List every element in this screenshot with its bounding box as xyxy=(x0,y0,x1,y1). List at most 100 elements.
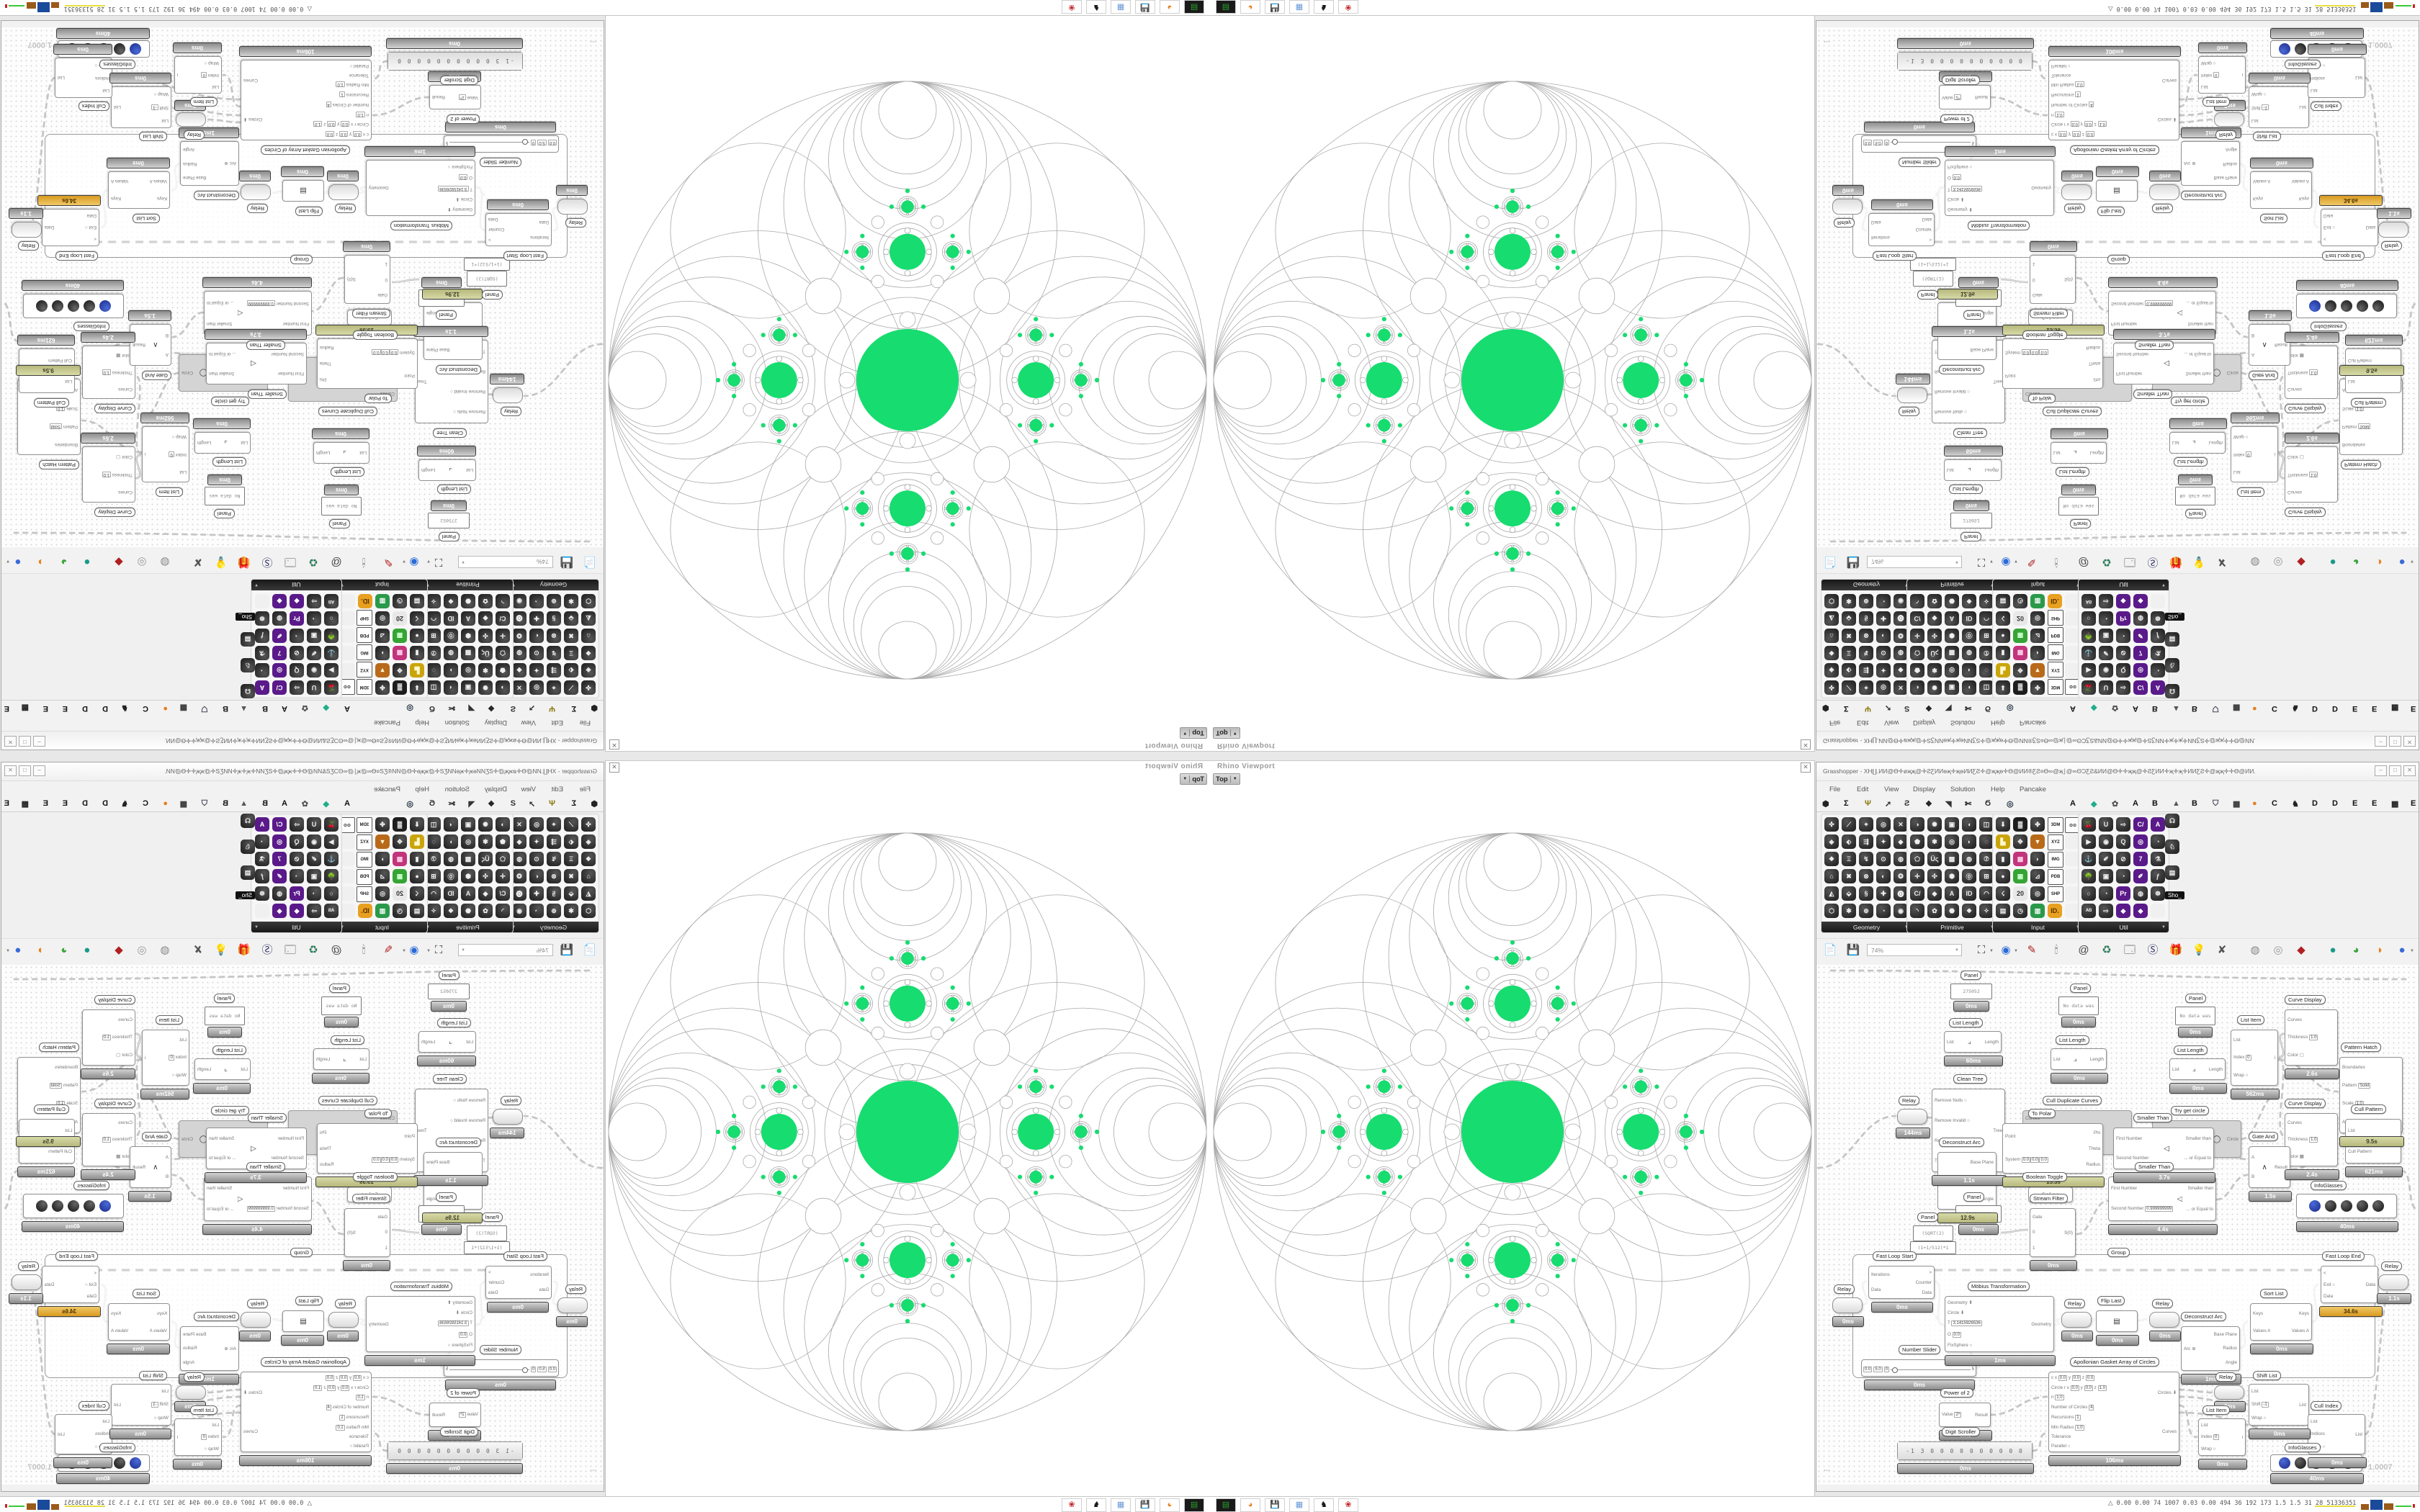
category-tab[interactable]: ⬢ xyxy=(1822,800,1829,809)
node-label[interactable]: Group xyxy=(2107,1248,2130,1257)
menu-item[interactable]: File xyxy=(1829,719,1841,726)
component-icon[interactable]: ◝ xyxy=(1910,904,1924,918)
category-tab[interactable]: ⛉ xyxy=(2213,704,2219,713)
component-icon[interactable]: ● xyxy=(410,869,424,883)
node-label[interactable]: Curve Display xyxy=(94,1099,135,1108)
component-icon[interactable]: ✿ xyxy=(1927,904,1942,918)
node-label[interactable]: InfoGlasses xyxy=(2285,1443,2321,1452)
node-label[interactable]: List Item xyxy=(189,97,218,107)
component-icon[interactable]: ▼ xyxy=(375,663,390,678)
node-label[interactable]: Cull Duplicate Curves xyxy=(318,407,377,416)
toolbar-icon[interactable]: 💾 xyxy=(560,944,574,956)
component-icon[interactable]: XYZ xyxy=(357,662,372,678)
component-icon[interactable]: ⊕ xyxy=(1859,904,1873,918)
node-label[interactable]: Pattern Hatch xyxy=(2341,460,2381,469)
taskbar-icon[interactable]: ◕ xyxy=(1160,1498,1180,1512)
node-label[interactable]: Relay xyxy=(334,204,356,213)
component-icon[interactable]: PDB xyxy=(357,627,372,643)
component-icon[interactable]: XYZ xyxy=(357,834,372,850)
taskbar-icon[interactable]: ◕ xyxy=(1240,0,1260,14)
node-label[interactable]: Möbius Transformation xyxy=(390,221,452,230)
component-icon[interactable]: ✾ xyxy=(1927,834,1942,849)
category-tab[interactable]: D xyxy=(2312,799,2318,808)
component-icon[interactable]: IMG xyxy=(357,852,372,868)
node-body[interactable] xyxy=(12,222,42,238)
component-icon[interactable]: C/ xyxy=(1910,611,1924,626)
component-icon[interactable]: ✐ xyxy=(307,852,321,866)
component-icon[interactable]: ⑦ xyxy=(426,852,441,866)
component-icon[interactable]: ⚗ xyxy=(255,646,269,660)
node-label[interactable]: Panel xyxy=(328,984,350,993)
toolbar-icon[interactable]: Ⓢ xyxy=(2147,556,2159,568)
node-label[interactable]: Panel xyxy=(481,290,503,300)
node-body[interactable]: c x 0.0 y 0.0 z 0.0 Circle r x 0.0 y 0.0 … xyxy=(241,60,372,140)
node-label[interactable]: Panel xyxy=(481,1212,503,1222)
node-body[interactable]: List Index 0 Wrap ○ i xyxy=(142,426,189,482)
toolbar-icon[interactable]: 💾 xyxy=(1846,944,1860,956)
node-body[interactable] xyxy=(2378,222,2408,238)
category-tab[interactable]: E xyxy=(4,704,9,713)
panel-value[interactable]: 275052 xyxy=(1950,513,1992,528)
component-icon[interactable]: ◷ xyxy=(2013,594,2027,608)
node-label[interactable]: Cull Index xyxy=(2311,1401,2342,1410)
category-tab[interactable]: ▦ xyxy=(2233,800,2241,809)
toolbar-icon[interactable]: ◎ xyxy=(137,944,147,956)
category-tab[interactable]: D xyxy=(2332,704,2338,713)
component-icon[interactable]: ID xyxy=(1962,611,1976,626)
component-icon[interactable]: ⊕ xyxy=(1859,594,1873,608)
component-icon[interactable]: ✖ xyxy=(1842,629,1856,643)
component-icon[interactable]: ⇶ xyxy=(1859,663,1873,678)
toolbar-icon[interactable]: ◉ xyxy=(409,556,419,568)
component-icon[interactable]: ⬣ xyxy=(461,594,475,608)
taskbar-icon[interactable]: ▤ xyxy=(1184,1498,1204,1512)
component-icon[interactable]: ◑ xyxy=(1910,817,1924,832)
component-icon[interactable]: ⬢ xyxy=(461,869,475,883)
component-icon[interactable]: C/ xyxy=(2133,817,2148,832)
category-tab[interactable]: ◆ xyxy=(2091,800,2097,809)
window-button[interactable]: □ xyxy=(19,765,31,776)
category-tab[interactable]: ➚ xyxy=(1885,703,1892,712)
component-icon[interactable]: ❖ xyxy=(1962,904,1976,918)
node-label[interactable]: Deconstruct Arc xyxy=(194,191,239,200)
node-body[interactable]: List ⟓ Length xyxy=(2051,442,2107,464)
component-icon[interactable]: ✦ xyxy=(1876,663,1891,678)
node-label[interactable]: InfoGlasses xyxy=(99,1443,135,1452)
component-icon[interactable]: ◠ xyxy=(426,611,441,626)
component-icon[interactable]: A xyxy=(461,611,475,626)
component-icon[interactable]: ▶ xyxy=(2081,663,2096,678)
component-icon[interactable]: ◆ xyxy=(290,904,304,918)
component-icon[interactable]: ◖ xyxy=(444,817,458,832)
component-icon[interactable]: ▣ xyxy=(461,680,475,695)
category-tab[interactable]: E xyxy=(4,799,9,808)
node-label[interactable]: Shift List xyxy=(139,132,167,141)
node-body[interactable]: Value 2ᴬ Result xyxy=(429,1403,481,1427)
node-label[interactable]: Sort List xyxy=(133,1289,160,1298)
category-tab[interactable]: Ƨ xyxy=(510,799,516,808)
component-icon[interactable]: ❂ xyxy=(1894,629,1908,643)
component-icon[interactable]: ✕ xyxy=(512,680,526,695)
toolbar-icon[interactable]: 📄 xyxy=(583,944,597,956)
category-tab[interactable]: ▦ xyxy=(2233,703,2241,712)
toolbar-icon[interactable]: ◆ xyxy=(115,944,123,956)
component-icon[interactable]: ▤ xyxy=(1996,904,2010,918)
node-body[interactable]: < Exit ○ Data Data xyxy=(2321,209,2378,246)
component-icon[interactable]: Ξ xyxy=(1842,852,1856,866)
component-icon[interactable]: ⇶ xyxy=(547,834,561,849)
component-icon[interactable]: ▤ xyxy=(410,904,424,918)
component-icon[interactable]: ◉ xyxy=(307,663,321,678)
component-icon[interactable]: ⬖ xyxy=(1842,663,1856,678)
node-body[interactable]: First Number Second Number 0.999999999 ◁ Sm… xyxy=(2108,1176,2216,1221)
category-tab[interactable]: Ψ xyxy=(1865,704,1871,713)
toolbar-icon[interactable]: 💡 xyxy=(2192,944,2206,956)
node-body[interactable]: Geometry ⬆ Circle ⬇ T 3.1415926536 O 0.0 Fix… xyxy=(366,160,475,216)
category-tab[interactable]: D xyxy=(2332,799,2338,808)
component-icon[interactable]: ⬙ xyxy=(1842,886,1856,901)
category-tab[interactable]: Ϭ xyxy=(1985,704,1991,713)
component-icon[interactable]: ⟋ xyxy=(564,817,578,832)
node-label[interactable]: Deconstruct Arc xyxy=(1939,365,1984,374)
component-icon[interactable]: ◆ xyxy=(2133,594,2148,608)
component-icon[interactable]: ◎ xyxy=(375,611,390,626)
menu-item[interactable]: Solution xyxy=(1950,719,1976,726)
component-icon[interactable]: Q xyxy=(2116,663,2130,678)
